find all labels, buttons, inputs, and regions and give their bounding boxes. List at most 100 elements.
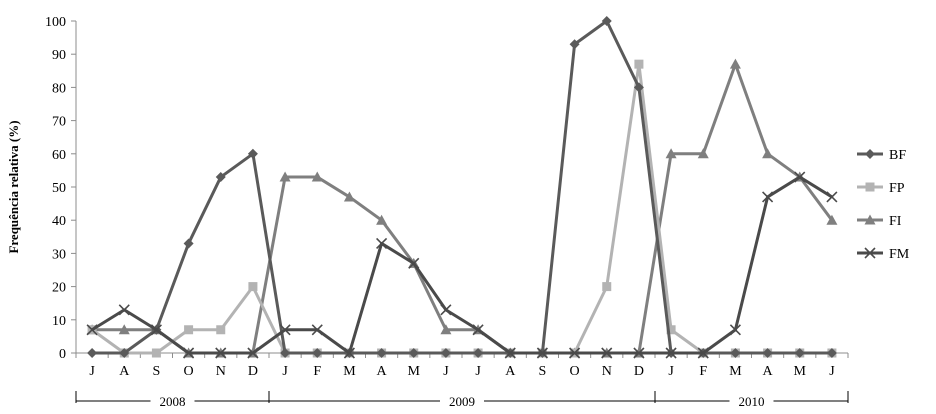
data-point-bf bbox=[826, 348, 837, 358]
data-point-bf bbox=[215, 172, 226, 183]
y-tick-label: 0 bbox=[59, 347, 66, 362]
y-tick-label: 20 bbox=[52, 281, 66, 296]
year-bracket-2008: 2008 bbox=[75, 391, 270, 409]
x-marker-stroke bbox=[633, 347, 645, 359]
year-bracket-2009: 2009 bbox=[268, 391, 656, 409]
data-point-fm bbox=[762, 191, 774, 203]
data-point-bf bbox=[794, 348, 805, 358]
year-brackets: 2008 2009 2010 bbox=[75, 391, 849, 409]
data-point-fi bbox=[311, 171, 323, 182]
legend: BF FP FI FM bbox=[857, 148, 910, 262]
x-tick-label: M bbox=[408, 364, 421, 379]
x-marker-stroke bbox=[440, 304, 452, 316]
x-marker-stroke bbox=[762, 191, 774, 203]
data-point-fm bbox=[247, 347, 259, 359]
x-tick-label: A bbox=[377, 364, 388, 379]
year-label: 2010 bbox=[739, 394, 765, 409]
y-tick-label: 90 bbox=[52, 48, 66, 63]
data-point-fm bbox=[472, 324, 484, 336]
legend-label-fi: FI bbox=[889, 214, 902, 229]
series-fm bbox=[86, 171, 838, 359]
y-tick-label: 60 bbox=[52, 148, 66, 163]
legend-marker-fp bbox=[865, 182, 875, 192]
data-point-fp bbox=[634, 59, 644, 69]
data-point-fm bbox=[150, 324, 162, 336]
data-point-fp bbox=[151, 348, 161, 358]
data-point-fm bbox=[376, 237, 388, 250]
data-point-fm bbox=[440, 304, 452, 316]
data-point-bf bbox=[601, 16, 612, 26]
x-tick-label: M bbox=[729, 364, 742, 379]
year-label: 2009 bbox=[449, 394, 475, 409]
data-point-fm bbox=[697, 347, 709, 359]
data-point-fm bbox=[215, 347, 227, 359]
data-point-fp bbox=[248, 282, 258, 292]
data-point-fi bbox=[343, 191, 355, 202]
x-tick-label: A bbox=[505, 364, 516, 379]
year-bracket-2010: 2010 bbox=[654, 391, 849, 409]
data-point-bf bbox=[183, 238, 194, 249]
data-point-fi bbox=[440, 324, 452, 335]
x-marker-stroke bbox=[826, 191, 838, 203]
x-tick-label: S bbox=[153, 364, 161, 379]
x-tick-label: O bbox=[184, 364, 194, 379]
legend-marker-fi bbox=[864, 214, 876, 225]
x-marker-stroke bbox=[311, 324, 323, 336]
x-marker-stroke bbox=[601, 347, 613, 359]
x-marker-stroke bbox=[665, 347, 677, 359]
data-point-bf bbox=[408, 348, 419, 358]
x-marker-stroke bbox=[247, 347, 259, 359]
data-point-bf bbox=[247, 148, 258, 159]
data-point-bf bbox=[312, 348, 323, 358]
data-point-bf bbox=[633, 82, 644, 93]
legend-label-fm: FM bbox=[889, 247, 910, 262]
x-marker-stroke bbox=[536, 347, 548, 359]
x-marker-stroke bbox=[697, 347, 709, 359]
data-point-fm bbox=[536, 347, 548, 359]
data-point-fi bbox=[118, 324, 130, 335]
x-marker-stroke bbox=[472, 324, 484, 336]
data-point-fm bbox=[601, 347, 613, 359]
legend-label-bf: BF bbox=[889, 148, 906, 163]
series-fi bbox=[86, 58, 838, 358]
data-point-fp bbox=[184, 325, 194, 335]
x-tick-label: D bbox=[634, 364, 644, 379]
x-tick-label: M bbox=[343, 364, 356, 379]
y-tick-label: 30 bbox=[52, 247, 66, 262]
data-point-fm bbox=[86, 324, 98, 336]
x-tick-label: O bbox=[570, 364, 580, 379]
data-point-fi bbox=[376, 214, 388, 225]
y-tick-label: 10 bbox=[52, 314, 66, 329]
y-tick-label: 40 bbox=[52, 214, 66, 229]
x-marker-stroke bbox=[343, 347, 355, 359]
legend-marker-bf bbox=[865, 149, 875, 159]
legend-label-fp: FP bbox=[889, 181, 905, 196]
legend-item-fi: FI bbox=[857, 214, 902, 229]
y-tick-label: 70 bbox=[52, 115, 66, 130]
x-tick-label: S bbox=[539, 364, 547, 379]
x-tick-label: F bbox=[699, 364, 707, 379]
data-point-fm bbox=[569, 347, 581, 359]
data-point-fm bbox=[408, 257, 420, 269]
x-marker-stroke bbox=[569, 347, 581, 359]
y-tick-label: 50 bbox=[52, 181, 66, 196]
legend-marker-fm bbox=[864, 247, 876, 259]
data-point-fp bbox=[666, 325, 676, 335]
data-point-bf bbox=[762, 348, 773, 358]
x-tick-label: N bbox=[216, 364, 226, 379]
x-tick-label: M bbox=[794, 364, 807, 379]
x-marker-stroke bbox=[794, 171, 806, 183]
data-point-fm bbox=[279, 324, 291, 336]
x-marker-stroke bbox=[86, 324, 98, 336]
x-tick-label: A bbox=[119, 364, 130, 379]
x-marker-stroke bbox=[408, 257, 420, 269]
legend-item-fp: FP bbox=[857, 181, 905, 196]
x-marker-stroke bbox=[183, 347, 195, 359]
x-tick-label: J bbox=[282, 364, 288, 379]
series-line-fi bbox=[92, 62, 834, 355]
data-point-bf bbox=[569, 39, 580, 50]
x-marker-stroke bbox=[118, 304, 130, 316]
data-point-fi bbox=[762, 148, 774, 159]
y-axis-title: Frequência relativa (%) bbox=[6, 120, 21, 253]
data-point-fm bbox=[118, 304, 130, 316]
